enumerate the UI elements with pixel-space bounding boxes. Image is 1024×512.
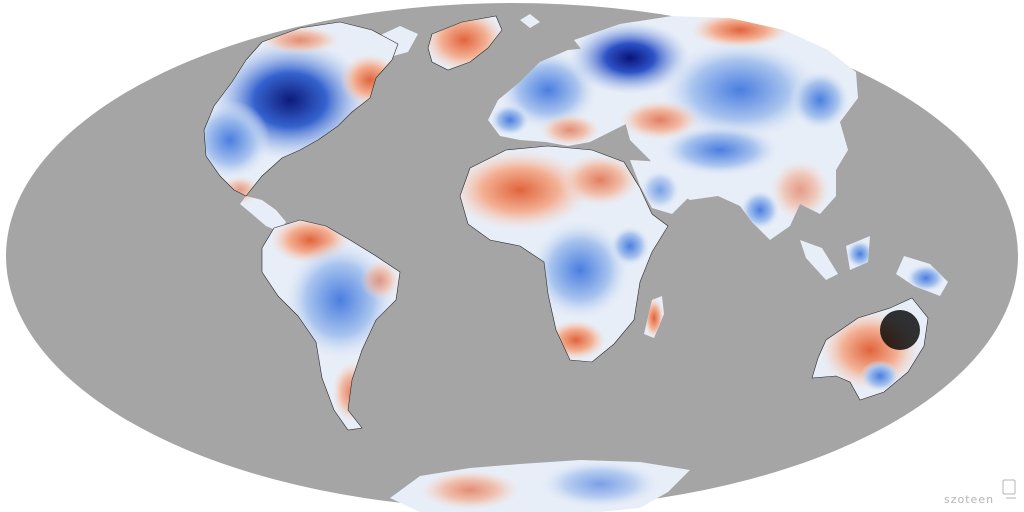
coastlines bbox=[203, 15, 929, 431]
document-icon bbox=[1002, 479, 1016, 499]
watermark: szoteen bbox=[944, 479, 1016, 506]
watermark-text: szoteen bbox=[944, 493, 994, 506]
australia bbox=[820, 310, 920, 392]
antarctica bbox=[420, 460, 660, 510]
africa bbox=[450, 150, 664, 360]
asia bbox=[570, 14, 850, 230]
